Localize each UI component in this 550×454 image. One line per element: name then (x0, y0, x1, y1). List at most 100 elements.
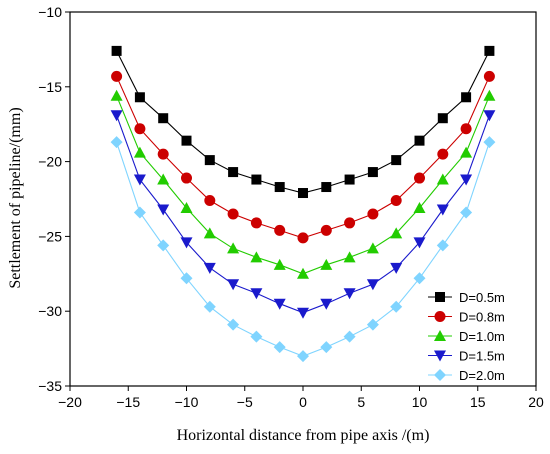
data-point (413, 272, 426, 285)
data-point (133, 146, 146, 158)
data-point (111, 45, 122, 56)
y-tick-label: −35 (38, 378, 62, 394)
data-point (203, 262, 216, 274)
data-point (366, 318, 379, 331)
data-point (250, 288, 263, 300)
data-point (436, 173, 449, 185)
data-point (343, 330, 356, 343)
data-point (180, 237, 193, 249)
data-point (298, 188, 308, 199)
y-tick-label: −30 (38, 303, 62, 319)
data-point (320, 298, 333, 310)
x-tick-label: 10 (412, 394, 428, 410)
x-axis-title: Horizontal distance from pipe axis /(m) (177, 427, 430, 444)
y-tick-label: −25 (38, 228, 62, 244)
data-point (461, 92, 472, 103)
data-point (180, 201, 193, 213)
series-line-1 (116, 76, 490, 239)
series-line-4 (116, 142, 490, 357)
data-point (227, 279, 240, 291)
data-point (343, 288, 356, 300)
legend-label: D=0.8m (459, 310, 505, 325)
data-point (228, 167, 239, 178)
y-tick-label: −20 (38, 154, 62, 170)
data-point (133, 174, 146, 186)
data-point (320, 258, 333, 270)
data-point (110, 110, 123, 122)
legend-label: D=1.5m (459, 349, 505, 364)
data-point (297, 350, 309, 363)
data-point (274, 224, 286, 236)
data-point (181, 172, 192, 184)
data-point (460, 146, 473, 158)
legend-label: D=2.0m (459, 368, 505, 383)
data-point (483, 110, 496, 122)
series-line-2 (116, 95, 490, 275)
data-point (367, 167, 378, 178)
data-point (344, 217, 356, 229)
x-tick-label: 20 (528, 394, 544, 410)
legend-marker (435, 292, 445, 302)
data-point (390, 194, 402, 206)
data-point (250, 217, 262, 229)
data-point (134, 123, 146, 135)
data-point (251, 174, 262, 185)
data-point (227, 208, 239, 220)
data-point (460, 206, 473, 219)
y-tick-label: −15 (38, 79, 62, 95)
y-axis-title: Settlement of pipeline/(mm) (7, 107, 24, 288)
x-tick-label: −5 (237, 394, 253, 410)
data-point (157, 239, 170, 252)
data-point (436, 204, 449, 216)
data-point (134, 92, 145, 103)
series-line-0 (116, 50, 490, 194)
legend-label: D=0.5m (459, 290, 505, 305)
data-point (414, 135, 425, 146)
data-point (227, 318, 240, 331)
data-point (204, 194, 216, 206)
data-point (344, 174, 355, 185)
data-point (110, 136, 123, 149)
data-point (110, 89, 123, 101)
data-point (483, 70, 495, 82)
data-point (250, 330, 263, 343)
legend-marker (434, 330, 446, 341)
data-point (273, 258, 286, 270)
data-point (414, 172, 425, 184)
data-point (484, 45, 495, 56)
data-point (437, 113, 448, 124)
data-point (391, 155, 402, 166)
data-point (204, 155, 215, 166)
data-point (343, 251, 356, 263)
x-tick-label: 5 (357, 394, 365, 410)
data-point (413, 237, 426, 249)
data-point (133, 206, 146, 219)
data-point (437, 148, 449, 160)
data-point (273, 298, 286, 310)
data-point (460, 174, 473, 186)
data-point (181, 135, 192, 146)
legend-marker (434, 350, 446, 362)
data-point (390, 300, 403, 313)
x-tick-label: −15 (116, 394, 140, 410)
data-point (297, 307, 309, 319)
data-point (157, 173, 170, 185)
data-point (227, 242, 240, 254)
x-tick-label: −20 (58, 394, 82, 410)
data-point (366, 279, 379, 291)
x-tick-label: −10 (175, 394, 199, 410)
x-tick-label: 15 (470, 394, 486, 410)
data-point (111, 70, 123, 82)
data-point (390, 262, 403, 274)
data-point (157, 204, 170, 216)
data-point (436, 239, 449, 252)
data-point (413, 201, 426, 213)
data-point (157, 148, 169, 160)
x-tick-label: 0 (299, 394, 307, 410)
data-point (320, 341, 333, 354)
series-line-3 (116, 115, 490, 314)
data-point (483, 136, 496, 149)
data-point (297, 267, 309, 279)
data-point (367, 208, 379, 220)
